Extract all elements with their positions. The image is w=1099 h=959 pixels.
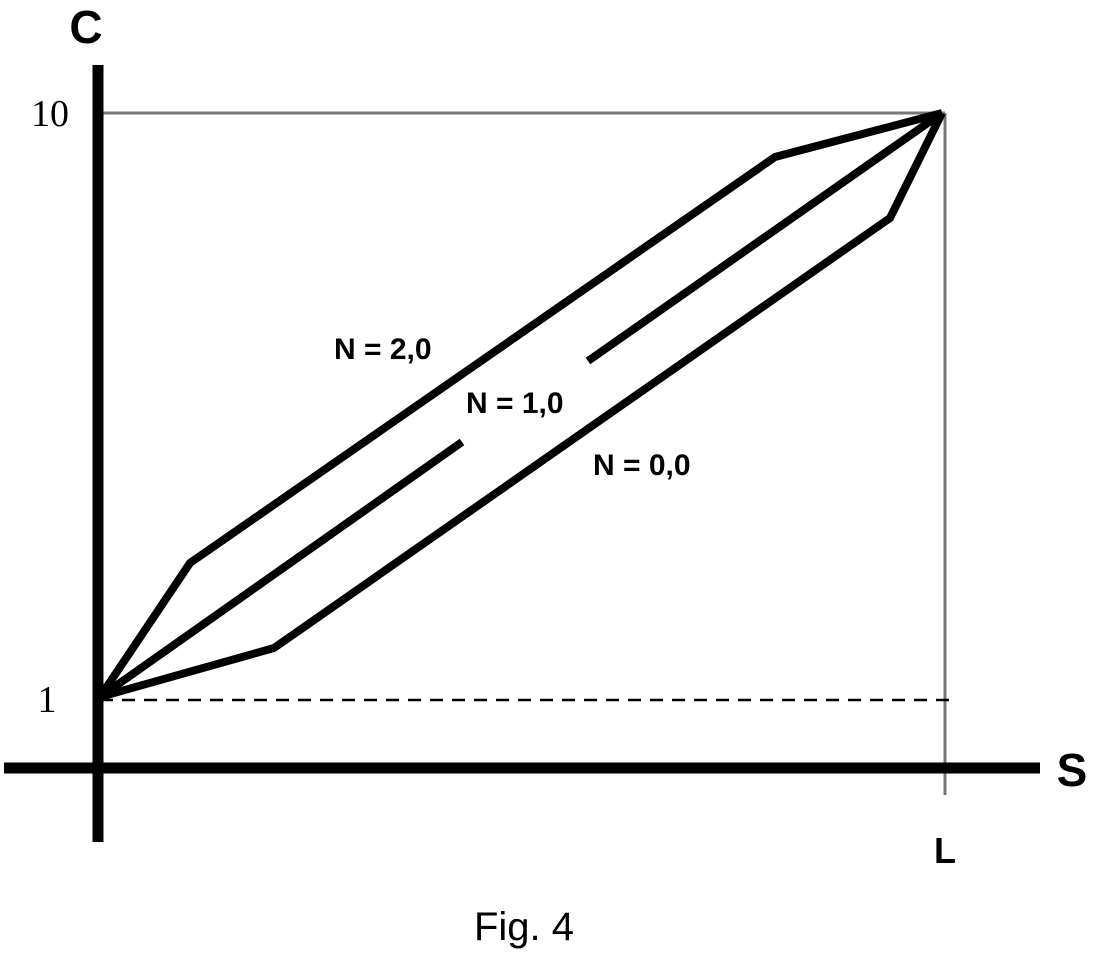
curve-n-1-upper xyxy=(585,109,945,365)
curve-n-2 xyxy=(96,109,944,700)
curve-label-n-2: N = 2,0 xyxy=(334,333,432,366)
y-axis-label: C xyxy=(69,1,102,53)
curve-label-n-0: N = 0,0 xyxy=(593,449,691,482)
x-axis-label: S xyxy=(1057,744,1088,796)
curve-label-n-1: N = 1,0 xyxy=(466,387,564,420)
curve-n-0 xyxy=(98,111,946,701)
figure-caption: Fig. 4 xyxy=(474,905,574,949)
curve-n-1-lower xyxy=(97,438,465,701)
x-tick-end: L xyxy=(934,830,956,871)
y-tick-bottom: 1 xyxy=(38,679,57,721)
y-tick-top: 10 xyxy=(31,93,69,135)
